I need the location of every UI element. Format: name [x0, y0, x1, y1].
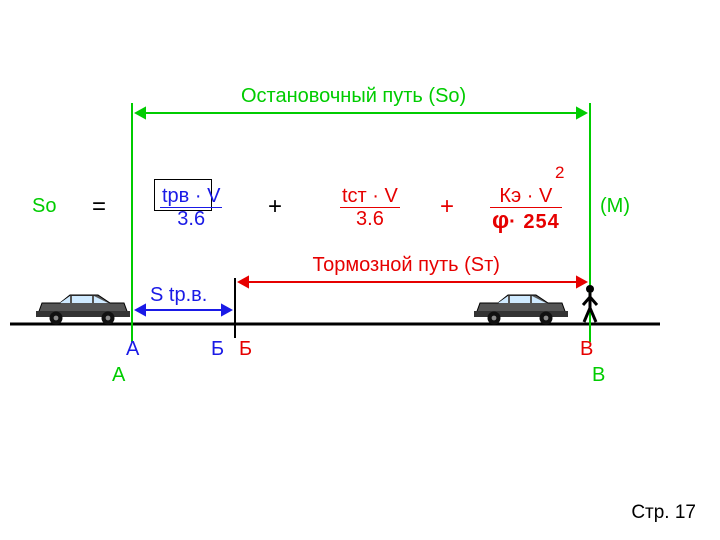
- point-a-blue: А: [126, 338, 139, 361]
- point-v-red: В: [580, 338, 593, 361]
- point-a-green: А: [112, 364, 125, 387]
- reaction-distance-label: S tр.в.: [150, 284, 207, 307]
- page-number: Стр. 17: [631, 502, 696, 524]
- point-v-green: В: [592, 364, 605, 387]
- red-bracket: [0, 0, 720, 540]
- point-b-blue: Б: [211, 338, 224, 361]
- point-b-red: Б: [239, 338, 252, 361]
